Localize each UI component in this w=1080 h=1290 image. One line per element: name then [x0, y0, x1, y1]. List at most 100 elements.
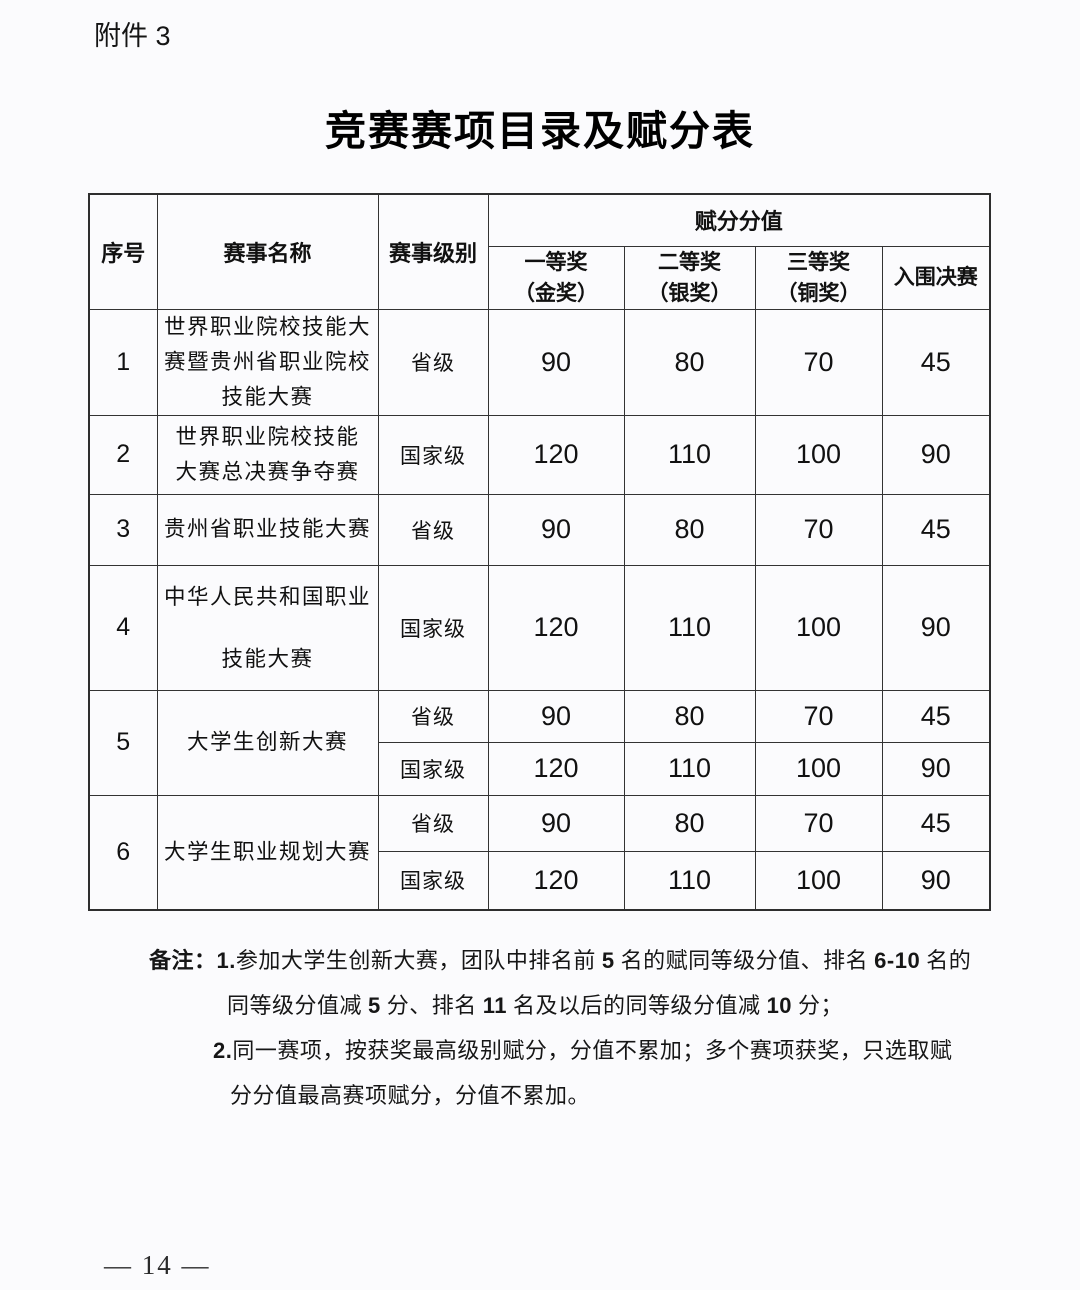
note-line-2: 同等级分值减 5 分、排名 11 名及以后的同等级分值减 10 分；: [149, 991, 989, 1021]
score-silver-cell: 110: [623, 741, 756, 796]
note-text: 同一赛项，按获奖最高级别赋分，分值不累加；多个赛项获奖，只选取赋: [232, 1038, 953, 1063]
note-line-4: 分分值最高赛项赋分，分值不累加。: [149, 1081, 989, 1111]
score-finalist-cell: 45: [881, 794, 991, 852]
score-gold-cell: 90: [487, 689, 625, 743]
note-number: 5: [368, 993, 381, 1018]
col-header-third-prize: 三等奖 （铜奖）: [754, 245, 883, 310]
third-prize-line1: 三等奖: [787, 250, 850, 274]
note-text: 分分值最高赛项赋分，分值不累加。: [230, 1083, 591, 1108]
score-bronze-cell: 100: [754, 850, 883, 911]
event-name-line: 大学生创新大赛: [186, 730, 348, 754]
note-line-3: 2.同一赛项，按获奖最高级别赋分，分值不累加；多个赛项获奖，只选取赋: [149, 1036, 989, 1066]
score-bronze-cell: 100: [754, 414, 883, 495]
header-row-1: 序号 赛事名称 赛事级别 赋分分值: [88, 193, 991, 310]
page-title: 竞赛赛项目录及赋分表: [325, 108, 755, 154]
note-number: 10: [766, 993, 793, 1018]
score-gold-cell: 90: [487, 493, 625, 566]
score-gold-cell: 120: [487, 850, 625, 911]
notes-label: 备注：: [149, 948, 217, 973]
score-silver-cell: 80: [623, 689, 756, 743]
score-finalist-cell: 90: [881, 741, 991, 796]
score-bronze-cell: 100: [754, 741, 883, 796]
event-name-line: 世界职业院校技能大: [163, 314, 371, 339]
table-subrow: 国家级 120 110 100 90: [89, 741, 991, 796]
event-level-cell: 国家级: [377, 564, 489, 691]
event-name-line: 贵州省职业技能大赛: [163, 517, 371, 541]
event-level-cell: 省级: [377, 689, 489, 743]
event-level-cell: 国家级: [377, 850, 489, 911]
first-prize-line2: （金奖）: [514, 281, 598, 305]
event-level-cell: 国家级: [377, 741, 489, 796]
seq-cell: 3: [88, 493, 158, 566]
event-name-cell: 大学生创新大赛: [156, 689, 379, 796]
note-text: 分；: [792, 993, 844, 1018]
table-subrow: 国家级 120 110 100 90: [89, 850, 991, 911]
table-row: 5 大学生创新大赛 省级 90 80 70 45: [88, 689, 991, 796]
table-row: 4 中华人民共和国职业 技能大赛 国家级 120 110 100 90: [88, 564, 991, 691]
event-name-line: 赛暨贵州省职业院校: [163, 349, 371, 374]
event-name-cell: 世界职业院校技能大 赛暨贵州省职业院校 技能大赛: [156, 308, 379, 416]
col-header-second-prize: 二等奖 （银奖）: [623, 245, 756, 310]
score-silver-cell: 110: [623, 564, 756, 691]
table-row: 2 世界职业院校技能 大赛总决赛争夺赛 国家级 120 110 100 90: [88, 414, 991, 495]
score-gold-cell: 90: [487, 308, 625, 416]
note-text: 参加大学生创新大赛，团队中排名前: [235, 948, 602, 973]
note-number: 11: [482, 993, 508, 1018]
event-name-cell: 中华人民共和国职业 技能大赛: [156, 564, 379, 691]
header-row-2: 一等奖 （金奖） 二等奖 （银奖） 三等奖 （铜奖） 入围决赛: [89, 245, 991, 310]
note-text: 分、排名: [380, 993, 483, 1018]
score-finalist-cell: 45: [881, 689, 991, 743]
note-line-1: 备注：1.参加大学生创新大赛，团队中排名前 5 名的赋同等级分值、排名 6-10…: [149, 946, 989, 976]
note-text: 名及以后的同等级分值减: [507, 993, 767, 1018]
seq-cell: 1: [88, 308, 158, 416]
second-prize-line1: 二等奖: [658, 250, 721, 274]
score-gold-cell: 90: [487, 794, 625, 852]
seq-cell: 5: [88, 689, 158, 796]
score-silver-cell: 80: [623, 308, 756, 416]
score-gold-cell: 120: [487, 564, 625, 691]
notes-section: 备注：1.参加大学生创新大赛，团队中排名前 5 名的赋同等级分值、排名 6-10…: [149, 946, 989, 1126]
event-name-line: 技能大赛: [221, 646, 314, 671]
col-header-first-prize: 一等奖 （金奖）: [487, 245, 625, 310]
score-finalist-cell: 90: [881, 564, 991, 691]
event-level-cell: 省级: [377, 794, 489, 852]
event-name-line: 技能大赛: [221, 384, 314, 409]
score-bronze-cell: 100: [754, 564, 883, 691]
event-name-line: 大赛总决赛争夺赛: [175, 459, 360, 484]
event-level-cell: 省级: [377, 493, 489, 566]
table-row: 6 大学生职业规划大赛 省级 90 80 70 45: [88, 794, 991, 911]
score-finalist-cell: 45: [881, 308, 991, 416]
note-text: 名的赋同等级分值、排名: [614, 948, 875, 973]
col-header-event-level: 赛事级别: [377, 193, 489, 310]
score-bronze-cell: 70: [754, 794, 883, 852]
event-level-cell: 省级: [377, 308, 489, 416]
event-name-cell: 世界职业院校技能 大赛总决赛争夺赛: [156, 414, 379, 495]
event-name-line: 大学生职业规划大赛: [163, 839, 371, 864]
score-finalist-cell: 90: [881, 850, 991, 911]
table-row: 1 世界职业院校技能大 赛暨贵州省职业院校 技能大赛 省级 90 80 70 4…: [88, 308, 991, 416]
score-bronze-cell: 70: [754, 493, 883, 566]
col-header-finalist: 入围决赛: [881, 245, 991, 310]
score-finalist-cell: 45: [881, 493, 991, 566]
table-row: 3 贵州省职业技能大赛 省级 90 80 70 45: [88, 493, 991, 566]
page-number: — 14 —: [104, 1250, 211, 1280]
competition-score-table: 序号 赛事名称 赛事级别 赋分分值 一等奖 （金奖） 二等奖 （银奖） 三等奖 （铜奖…: [88, 193, 991, 911]
note-number: 2.: [213, 1038, 233, 1063]
event-name-cell: 贵州省职业技能大赛: [156, 493, 379, 566]
col-header-event-name: 赛事名称: [156, 193, 379, 310]
score-gold-cell: 120: [487, 741, 625, 796]
score-silver-cell: 80: [623, 794, 756, 852]
first-prize-line1: 一等奖: [524, 250, 588, 274]
score-silver-cell: 110: [623, 850, 756, 911]
note-number: 5: [601, 948, 615, 973]
seq-cell: 2: [88, 414, 158, 495]
third-prize-line2: （铜奖）: [776, 281, 861, 305]
seq-cell: 4: [88, 564, 158, 691]
score-bronze-cell: 70: [754, 308, 883, 416]
score-gold-cell: 120: [487, 414, 625, 495]
col-header-score-group: 赋分分值: [487, 193, 991, 247]
score-silver-cell: 80: [623, 493, 756, 566]
col-header-no: 序号: [88, 193, 158, 310]
event-level-cell: 国家级: [377, 414, 489, 495]
